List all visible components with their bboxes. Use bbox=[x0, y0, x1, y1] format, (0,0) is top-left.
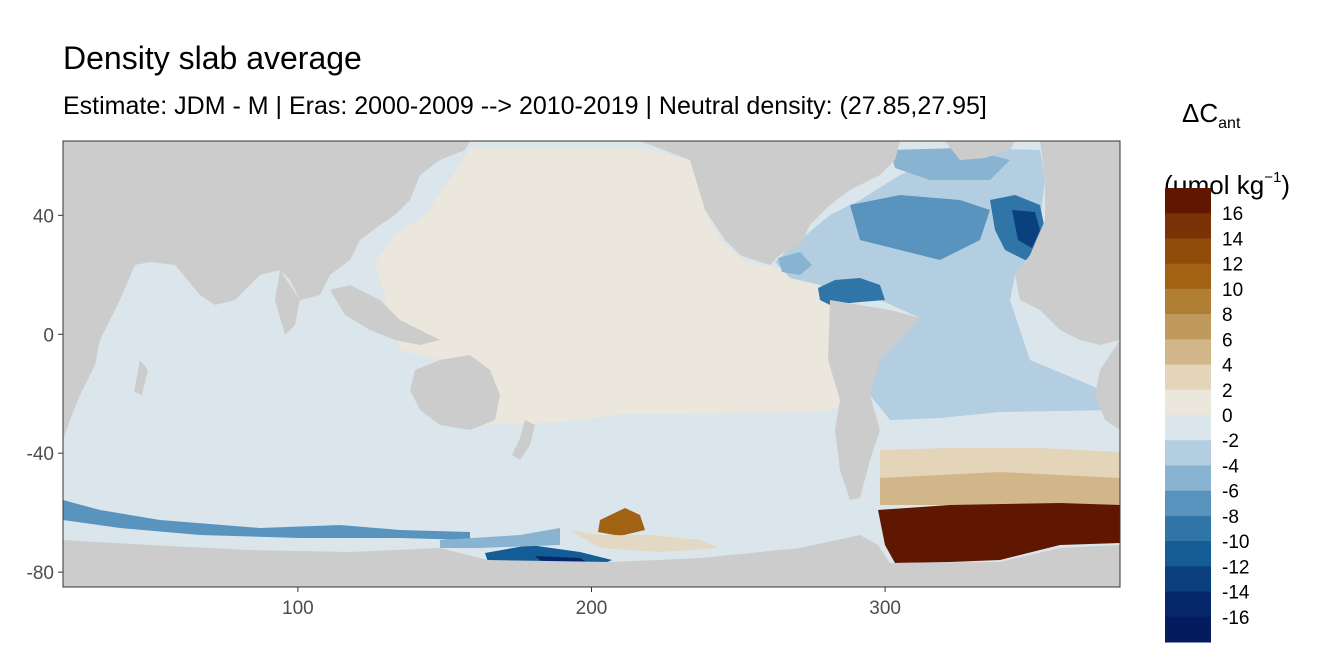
region-indian-sector-coast bbox=[63, 500, 470, 540]
legend-title: ΔCant (μmol kg−1) bbox=[1164, 86, 1324, 212]
land-south-america bbox=[828, 300, 920, 500]
land-maritime-continent bbox=[330, 285, 440, 345]
chart-title: Density slab average bbox=[63, 40, 362, 76]
x-tick-label: 200 bbox=[576, 598, 608, 619]
colorbar-swatch bbox=[1165, 465, 1211, 492]
colorbar-swatch bbox=[1165, 213, 1211, 239]
colorbar-label: 12 bbox=[1222, 255, 1243, 276]
legend-variable: ΔCant bbox=[1182, 98, 1241, 132]
land-southern-africa bbox=[1095, 340, 1120, 430]
colorbar-swatch bbox=[1165, 440, 1211, 466]
colorbar-label: -14 bbox=[1222, 583, 1250, 604]
y-tick-label: -80 bbox=[27, 563, 54, 584]
colorbar-swatch bbox=[1165, 238, 1211, 265]
colorbar-label: -16 bbox=[1222, 608, 1249, 629]
land-antarctica bbox=[63, 535, 1120, 587]
y-axis: 40 0 -40 -80 bbox=[27, 206, 63, 584]
land-india bbox=[275, 270, 300, 335]
region-subpolar-gyre bbox=[850, 195, 990, 260]
colorbar-swatch bbox=[1165, 515, 1211, 542]
plot-area bbox=[63, 141, 1120, 587]
colorbar-label: 4 bbox=[1222, 356, 1233, 377]
land-europe-north-africa bbox=[1015, 141, 1120, 345]
y-tick-label: 0 bbox=[43, 325, 54, 346]
region-labrador-core bbox=[1012, 210, 1040, 248]
y-tick-label: 40 bbox=[33, 206, 54, 227]
colorbar-label: -10 bbox=[1222, 532, 1249, 553]
x-axis: 100 200 300 bbox=[282, 587, 901, 619]
colorbar-swatch bbox=[1165, 288, 1211, 315]
land-greenland bbox=[945, 141, 1015, 160]
colorbar-label: 14 bbox=[1222, 229, 1244, 250]
region-weddell-sea bbox=[878, 503, 1120, 563]
legend-unit: (μmol kg−1) bbox=[1164, 169, 1290, 200]
colorbar-swatch bbox=[1165, 364, 1211, 391]
region-gulf-of-mexico bbox=[818, 278, 885, 305]
colorbar-label: 8 bbox=[1222, 305, 1233, 326]
y-tick-label: -40 bbox=[27, 444, 54, 465]
land-madagascar bbox=[134, 360, 148, 395]
land-africa-eurasia bbox=[63, 141, 470, 440]
colorbar-swatch bbox=[1165, 339, 1211, 366]
colorbar-label: 0 bbox=[1222, 406, 1233, 427]
colorbar-swatch bbox=[1165, 490, 1211, 517]
region-amundsen-halo bbox=[570, 530, 720, 552]
land-north-america bbox=[640, 141, 900, 265]
colorbar-swatch bbox=[1165, 188, 1211, 214]
region-caribbean bbox=[778, 252, 812, 275]
region-south-atlantic-tan bbox=[880, 472, 1120, 505]
colorbar-swatch bbox=[1165, 263, 1211, 290]
chart-subtitle: Estimate: JDM - M | Eras: 2000-2009 --> … bbox=[63, 92, 987, 120]
colorbar: 16 14 12 10 8 6 4 2 0 -2 -4 -6 -8 -10 -12 -14 -16 bbox=[1165, 188, 1250, 643]
region-east-antarctic-coast bbox=[440, 528, 560, 548]
x-tick-label: 100 bbox=[282, 598, 314, 619]
colorbar-label: 10 bbox=[1222, 280, 1243, 301]
land-australia bbox=[410, 355, 500, 430]
x-tick-label: 300 bbox=[869, 598, 901, 619]
colorbar-swatch bbox=[1165, 541, 1211, 567]
colorbar-swatch bbox=[1165, 314, 1211, 340]
colorbar-label: -4 bbox=[1222, 456, 1239, 477]
colorbar-swatch bbox=[1165, 415, 1211, 441]
colorbar-label: -2 bbox=[1222, 431, 1239, 452]
region-pacific bbox=[375, 148, 850, 425]
colorbar-swatch bbox=[1165, 566, 1211, 593]
colorbar-swatch bbox=[1165, 591, 1211, 618]
land-new-zealand bbox=[512, 420, 535, 460]
colorbar-label: -12 bbox=[1222, 557, 1249, 578]
colorbar-swatch bbox=[1165, 389, 1211, 416]
colorbar-label: 16 bbox=[1222, 204, 1243, 225]
colorbar-label: -6 bbox=[1222, 482, 1239, 503]
region-amundsen bbox=[598, 508, 645, 536]
colorbar-swatch bbox=[1165, 616, 1211, 643]
colorbar-label: 6 bbox=[1222, 330, 1233, 351]
colorbar-label: -8 bbox=[1222, 507, 1239, 528]
colorbar-label: 2 bbox=[1222, 381, 1233, 402]
